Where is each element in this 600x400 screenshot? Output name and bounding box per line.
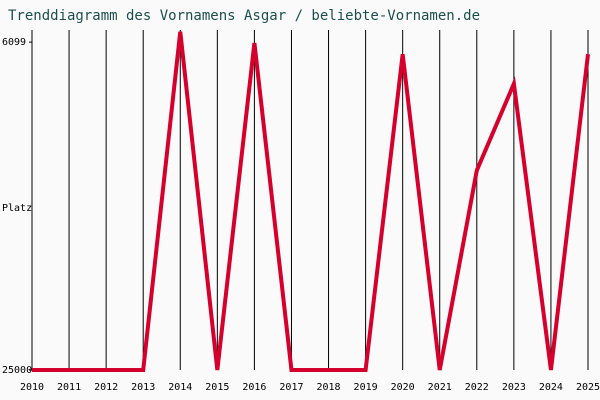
x-tick-label: 2016	[242, 382, 266, 393]
x-tick-label: 2012	[94, 382, 118, 393]
x-tick-label: 2019	[354, 382, 378, 393]
x-tick-label: 2020	[391, 382, 415, 393]
y-tick-label: 6099	[2, 37, 26, 48]
data-line	[32, 31, 590, 372]
x-tick-label: 2022	[465, 382, 489, 393]
x-tick-label: 2017	[279, 382, 303, 393]
x-tick-label: 2025	[576, 382, 600, 393]
x-tick-label: 2010	[20, 382, 44, 393]
x-tick-label: 2014	[168, 382, 192, 393]
x-tick-label: 2015	[205, 382, 229, 393]
x-tick-label: 2011	[57, 382, 81, 393]
x-tick-label: 2023	[502, 382, 526, 393]
x-tick-label: 2018	[316, 382, 340, 393]
y-tick-label: 25000	[2, 365, 32, 376]
x-tick-label: 2021	[428, 382, 452, 393]
y-axis-label: Platz	[2, 203, 32, 214]
chart-title: Trenddiagramm des Vornamens Asgar / beli…	[8, 8, 480, 24]
x-tick-label: 2024	[539, 382, 563, 393]
x-tick-label: 2013	[131, 382, 155, 393]
